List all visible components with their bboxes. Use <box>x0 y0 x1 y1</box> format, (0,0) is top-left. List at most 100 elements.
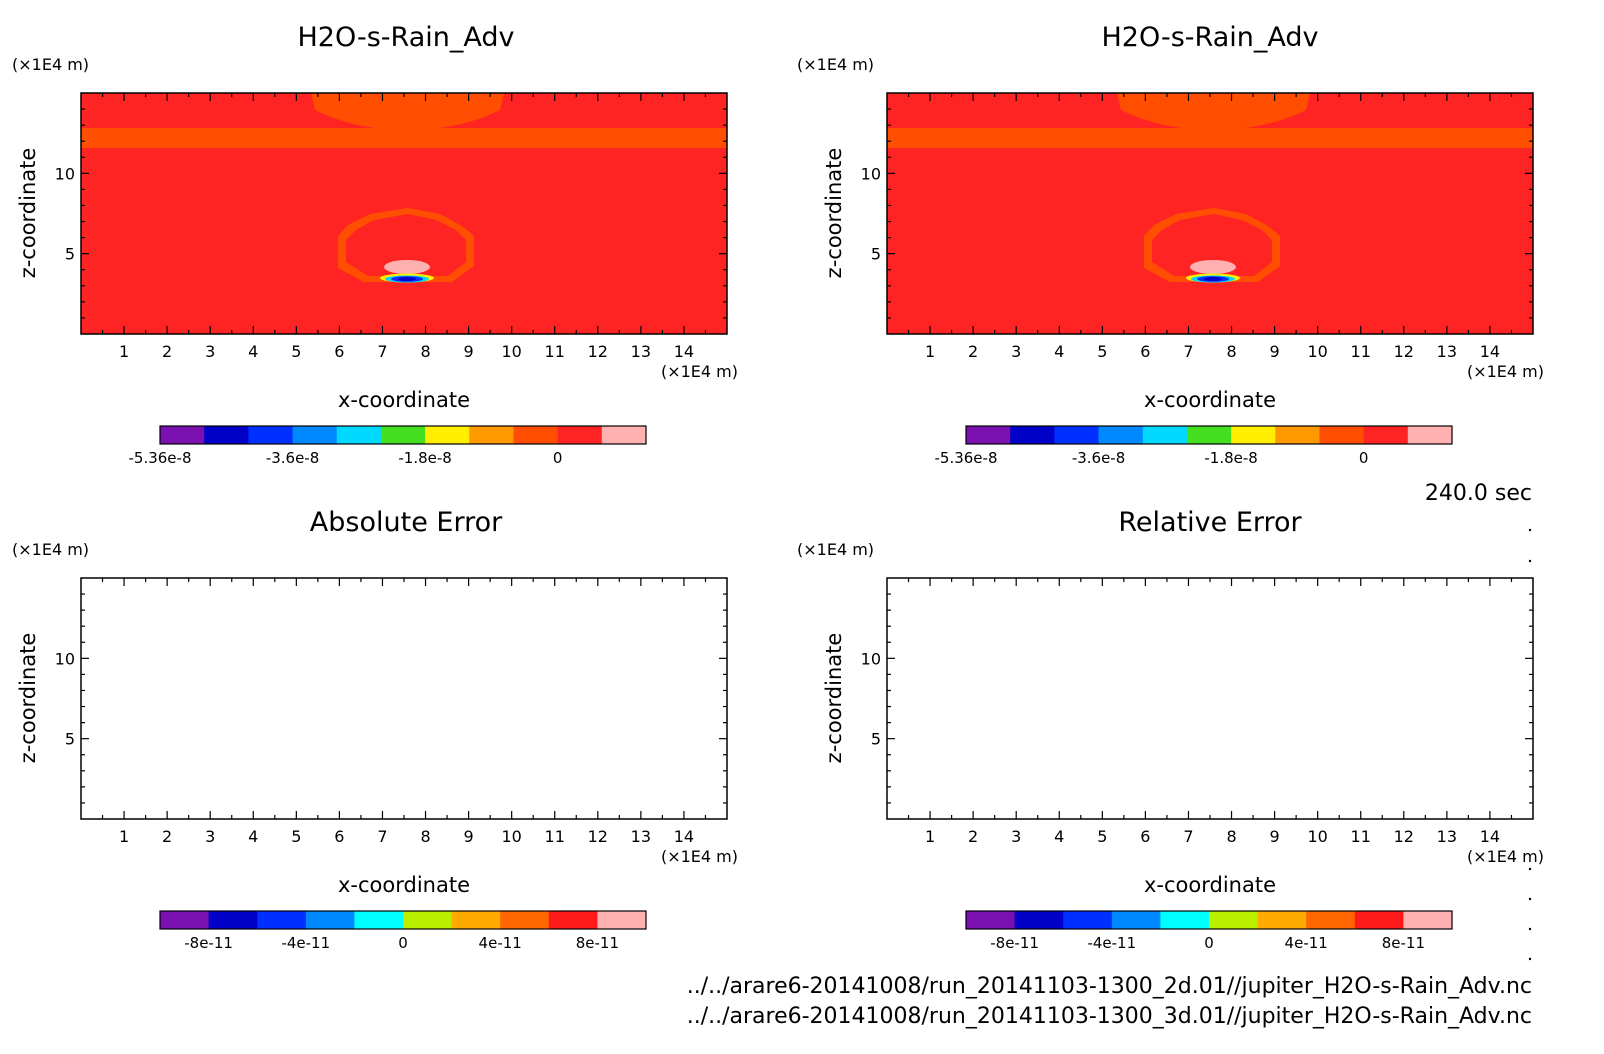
x-tick-label: 11 <box>545 342 565 361</box>
colorbar-swatch <box>1407 426 1453 444</box>
colorbar-swatch <box>1354 911 1404 929</box>
colorbar-swatch <box>1231 426 1276 444</box>
x-unit-label: (×1E4 m) <box>1467 362 1544 381</box>
y-tick-labels: 5 10 <box>55 649 75 748</box>
colorbar-swatch <box>1257 911 1307 929</box>
panel-top-left: H2O-s-Rain_Adv (×1E4 m) 1 2 3 4 5 6 7 8 9 10 11 12 1… <box>12 22 738 467</box>
x-tick-label: 4 <box>1054 342 1064 361</box>
axis-ticks <box>887 578 1533 819</box>
x-tick-label: 11 <box>1351 342 1371 361</box>
x-tick-labels: 1 2 3 4 5 6 7 8 9 10 11 12 13 14 <box>925 827 1500 846</box>
colorbar-swatch <box>557 426 603 444</box>
upper-layer-band <box>887 128 1533 148</box>
colorbar-swatch <box>1014 911 1064 929</box>
x-tick-label: 7 <box>1183 827 1193 846</box>
colorbar-swatch <box>1111 911 1161 929</box>
x-tick-label: 10 <box>1307 342 1327 361</box>
panel-bottom-left: Absolute Error (×1E4 m) 1 2 3 4 5 6 7 8 9 10 11 12 1… <box>12 507 738 952</box>
colorbar-tick-label: 0 <box>398 934 408 952</box>
colorbar-frame <box>965 425 1453 445</box>
positive-cap <box>384 260 430 274</box>
colorbar-tick-label: -5.36e-8 <box>935 449 998 467</box>
x-tick-label: 3 <box>1011 342 1021 361</box>
file-path-3d: ../../arare6-20141008/run_20141103-1300_… <box>687 1004 1532 1029</box>
x-tick-label: 2 <box>162 342 172 361</box>
x-tick-label: 8 <box>420 342 430 361</box>
x-tick-label: 7 <box>1183 342 1193 361</box>
colorbar-swatch <box>257 911 307 929</box>
colorbar-swatch <box>1319 426 1365 444</box>
x-tick-label: 10 <box>501 342 521 361</box>
panel-top-right: H2O-s-Rain_Adv (×1E4 m) 1 2 3 4 5 6 7 8 9 10 11 12 1… <box>797 22 1544 467</box>
x-tick-label: 12 <box>588 827 608 846</box>
colorbar-swatch <box>1160 911 1210 929</box>
x-tick-label: 14 <box>674 342 694 361</box>
colorbar-tick-label: 0 <box>1204 934 1214 952</box>
file-path-2d: ../../arare6-20141008/run_20141103-1300_… <box>687 974 1532 999</box>
colorbar-tick-label: -4e-11 <box>1087 934 1136 952</box>
x-tick-label: 13 <box>1437 342 1457 361</box>
colorbar: -8e-11 -4e-11 0 4e-11 8e-11 <box>159 910 647 952</box>
x-tick-label: 1 <box>925 342 935 361</box>
y-axis-label: z-coordinate <box>822 148 846 279</box>
x-tick-label: 11 <box>1351 827 1371 846</box>
colorbar-swatch <box>1403 911 1453 929</box>
y-unit-label: (×1E4 m) <box>12 540 89 559</box>
x-tick-labels: 1 2 3 4 5 6 7 8 9 10 11 12 13 14 <box>119 827 694 846</box>
x-tick-label: 4 <box>248 342 258 361</box>
colorbar-swatch <box>1063 911 1113 929</box>
colorbar-swatch <box>1098 426 1144 444</box>
x-axis-label: x-coordinate <box>1144 873 1276 897</box>
colorbar-swatch <box>966 426 1011 444</box>
x-tick-label: 9 <box>1270 827 1280 846</box>
colorbar-tick-label: 0 <box>1359 449 1369 467</box>
colorbar-swatch <box>425 426 470 444</box>
y-tick-labels: 5 10 <box>861 164 881 263</box>
colorbar: -5.36e-8 -3.6e-8 -1.8e-8 0 <box>129 425 647 467</box>
x-tick-label: 14 <box>1480 342 1500 361</box>
y-tick-labels: 5 10 <box>55 164 75 263</box>
colorbar-swatch <box>548 911 598 929</box>
x-tick-label: 7 <box>377 342 387 361</box>
heatmap-field <box>887 93 1533 334</box>
colorbar-swatch <box>380 426 426 444</box>
x-tick-label: 11 <box>545 827 565 846</box>
colorbar-swatch <box>403 911 453 929</box>
x-tick-label: 2 <box>968 342 978 361</box>
y-tick-labels: 5 10 <box>861 649 881 748</box>
core-darkblue <box>398 277 416 281</box>
x-tick-label: 7 <box>377 827 387 846</box>
x-tick-label: 14 <box>1480 827 1500 846</box>
dot-marker <box>1528 897 1532 901</box>
colorbar-tick-label: 4e-11 <box>1285 934 1328 952</box>
x-tick-label: 9 <box>464 827 474 846</box>
x-tick-label: 12 <box>1394 827 1414 846</box>
axis-ticks <box>81 578 727 819</box>
x-tick-label: 3 <box>1011 827 1021 846</box>
colorbar-swatch <box>513 426 559 444</box>
x-tick-label: 10 <box>501 827 521 846</box>
panel-title: Relative Error <box>1118 507 1302 538</box>
x-tick-label: 4 <box>248 827 258 846</box>
x-tick-label: 13 <box>631 827 651 846</box>
inner-ring-fill <box>1152 214 1272 276</box>
colorbar-swatch <box>1142 426 1188 444</box>
colorbar-tick-label: -8e-11 <box>184 934 233 952</box>
x-axis-label: x-coordinate <box>338 873 470 897</box>
colorbar-tick-label: -4e-11 <box>281 934 330 952</box>
colorbar-swatch <box>1186 426 1232 444</box>
y-unit-label: (×1E4 m) <box>797 540 874 559</box>
positive-cap <box>1190 260 1236 274</box>
x-tick-label: 3 <box>205 827 215 846</box>
colorbar-swatch <box>1363 426 1409 444</box>
heatmap-field <box>81 93 727 334</box>
y-axis-label: z-coordinate <box>16 148 40 279</box>
colorbar-swatch <box>601 426 647 444</box>
x-tick-label: 2 <box>968 827 978 846</box>
heatmap-field-empty <box>81 578 727 819</box>
y-tick-label: 5 <box>65 245 75 264</box>
y-tick-label: 5 <box>65 730 75 749</box>
y-axis-label: z-coordinate <box>16 633 40 764</box>
y-tick-label: 10 <box>861 649 881 668</box>
x-tick-label: 5 <box>291 827 301 846</box>
